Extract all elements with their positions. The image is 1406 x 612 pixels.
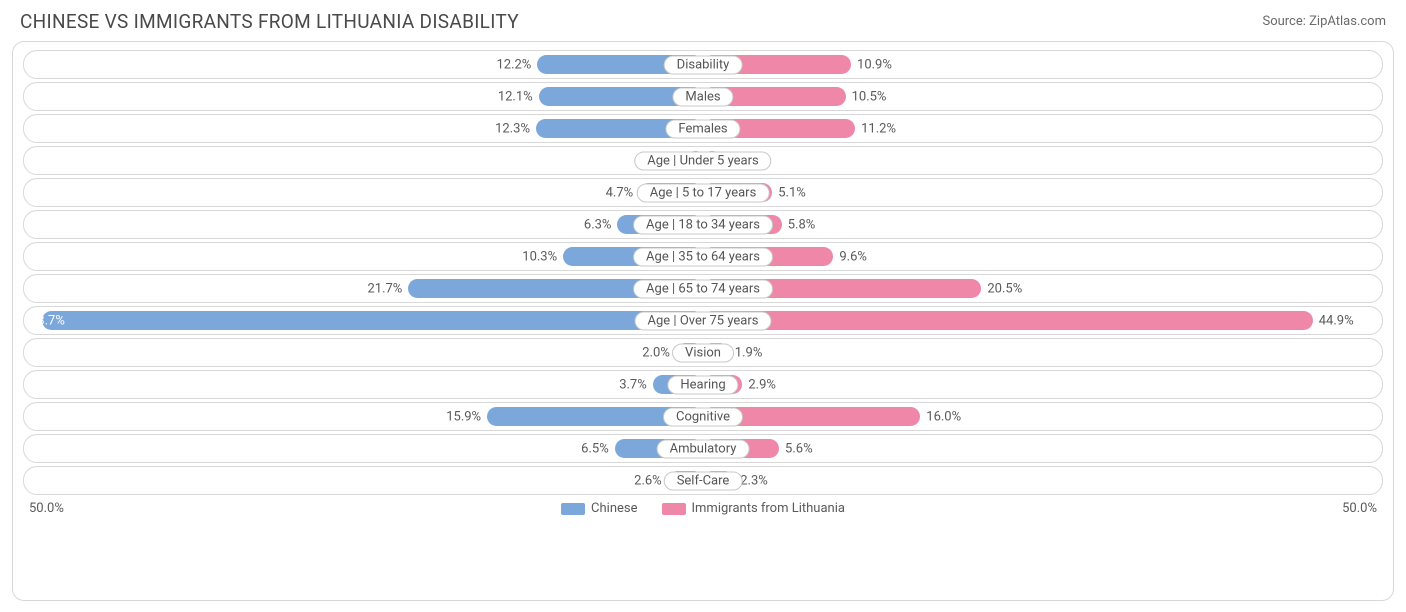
value-label-left: 12.3%: [495, 121, 530, 136]
value-label-left: 6.3%: [584, 217, 612, 232]
chart-row: Age | Over 75 years 48.7% 44.9%: [23, 306, 1383, 335]
chart-row: Vision2.0% 1.9%: [23, 338, 1383, 367]
row-category-label: Males: [672, 87, 733, 106]
chart-row: Ambulatory 6.5% 5.6%: [23, 434, 1383, 463]
legend-label-left: Chinese: [591, 501, 637, 516]
row-category-label: Self-Care: [664, 471, 743, 490]
row-category-label: Hearing: [667, 375, 738, 394]
value-label-right: 1.9%: [735, 345, 763, 360]
value-label-right: 5.6%: [785, 441, 813, 456]
legend-row: 50.0% Chinese Immigrants from Lithuania …: [23, 501, 1383, 516]
legend-center: Chinese Immigrants from Lithuania: [561, 501, 845, 516]
value-label-right: 11.2%: [861, 121, 896, 136]
axis-right-max: 50.0%: [1342, 501, 1377, 516]
chart-frame: Disability 12.2% 10.9% Males 12.1% 10.5% Femal…: [12, 41, 1394, 601]
legend-item-right: Immigrants from Lithuania: [662, 501, 845, 516]
row-category-label: Females: [665, 119, 740, 138]
chart-row: Cognitive 15.9% 16.0%: [23, 402, 1383, 431]
chart-row: Age | 5 to 17 years4.7% 5.1%: [23, 178, 1383, 207]
row-category-label: Age | 18 to 34 years: [633, 215, 773, 234]
chart-row: Age | 18 to 34 years 6.3% 5.8%: [23, 210, 1383, 239]
chart-title: CHINESE VS IMMIGRANTS FROM LITHUANIA DIS…: [20, 10, 519, 33]
chart-header: CHINESE VS IMMIGRANTS FROM LITHUANIA DIS…: [12, 6, 1394, 41]
chart-row: Females 12.3% 11.2%: [23, 114, 1383, 143]
value-label-left: 4.7%: [606, 185, 634, 200]
bar-right: [703, 311, 1313, 330]
value-label-right: 2.3%: [740, 473, 768, 488]
value-label-right: 20.5%: [987, 281, 1022, 296]
chart-rows: Disability 12.2% 10.9% Males 12.1% 10.5% Femal…: [23, 50, 1383, 495]
chart-row: Age | 35 to 64 years 10.3% 9.6%: [23, 242, 1383, 271]
value-label-right: 16.0%: [926, 409, 961, 424]
axis-left-max: 50.0%: [29, 501, 64, 516]
value-label-left: 12.1%: [498, 89, 533, 104]
legend-swatch-right: [662, 503, 686, 515]
row-category-label: Age | Over 75 years: [635, 311, 772, 330]
value-label-right: 10.5%: [852, 89, 887, 104]
value-label-left: 21.7%: [367, 281, 402, 296]
value-label-left: 2.0%: [642, 345, 670, 360]
value-label-left: 48.7%: [30, 313, 65, 328]
chart-row: Self-Care2.6% 2.3%: [23, 466, 1383, 495]
chart-row: Age | 65 to 74 years 21.7% 20.5%: [23, 274, 1383, 303]
row-category-label: Age | 5 to 17 years: [637, 183, 770, 202]
row-category-label: Cognitive: [663, 407, 743, 426]
chart-row: Disability 12.2% 10.9%: [23, 50, 1383, 79]
legend-swatch-left: [561, 503, 585, 515]
value-label-right: 2.9%: [748, 377, 776, 392]
row-category-label: Age | 65 to 74 years: [633, 279, 773, 298]
legend-label-right: Immigrants from Lithuania: [692, 501, 845, 516]
row-category-label: Ambulatory: [657, 439, 750, 458]
value-label-right: 10.9%: [857, 57, 892, 72]
chart-source: Source: ZipAtlas.com: [1262, 14, 1386, 29]
row-category-label: Age | 35 to 64 years: [633, 247, 773, 266]
chart-row: Hearing 3.7% 2.9%: [23, 370, 1383, 399]
value-label-left: 12.2%: [496, 57, 531, 72]
chart-row: Males 12.1% 10.5%: [23, 82, 1383, 111]
value-label-left: 3.7%: [619, 377, 647, 392]
row-category-label: Age | Under 5 years: [634, 151, 771, 170]
value-label-right: 44.9%: [1319, 313, 1354, 328]
value-label-right: 5.1%: [778, 185, 806, 200]
value-label-left: 6.5%: [581, 441, 609, 456]
chart-row: Age | Under 5 years1.1%1.3%: [23, 146, 1383, 175]
value-label-left: 10.3%: [522, 249, 557, 264]
value-label-left: 15.9%: [446, 409, 481, 424]
value-label-right: 9.6%: [839, 249, 867, 264]
row-category-label: Disability: [664, 55, 743, 74]
bar-left: [42, 311, 703, 330]
value-label-right: 5.8%: [788, 217, 816, 232]
row-category-label: Vision: [672, 343, 734, 362]
legend-item-left: Chinese: [561, 501, 637, 516]
value-label-left: 2.6%: [634, 473, 662, 488]
